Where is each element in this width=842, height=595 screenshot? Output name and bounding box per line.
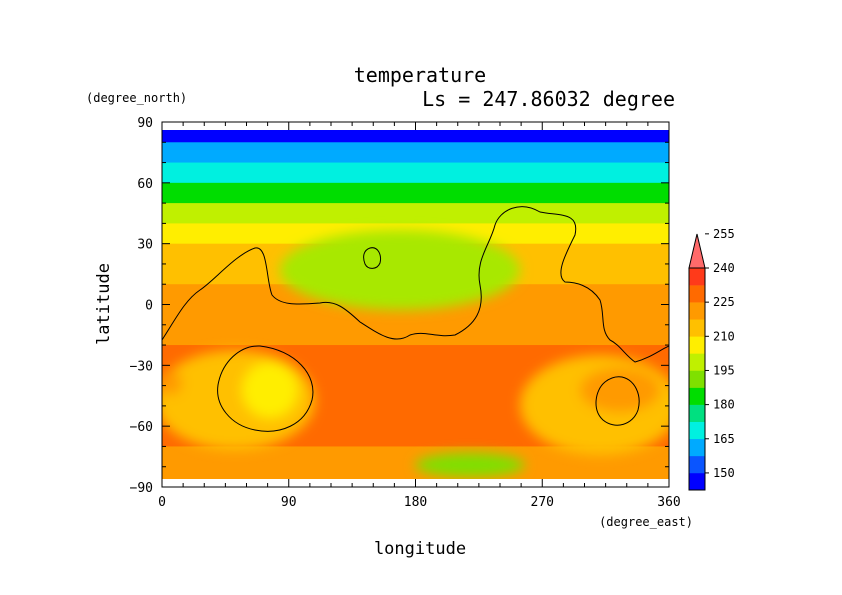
colorbar-tick-label: 240 — [713, 261, 735, 275]
colorbar-tick-label: 225 — [713, 295, 735, 309]
y-tick-label: 60 — [137, 177, 153, 192]
y-axis-ticks: 90 60 30 0 −30 −60 −90 — [130, 116, 669, 496]
colorbar-segment — [689, 319, 705, 337]
contour-loop-west — [217, 345, 314, 432]
y-tick-label: 0 — [145, 299, 153, 314]
warm-spot-east — [580, 368, 660, 412]
warm-spot-west — [162, 371, 182, 395]
colorbar-segment — [689, 336, 705, 354]
latitude-band — [162, 182, 669, 204]
latitude-band — [162, 304, 669, 326]
x-tick-label: 180 — [404, 495, 427, 510]
cool-band-south — [415, 453, 525, 477]
x-tick-label: 270 — [531, 495, 554, 510]
colorbar: 150 165 180 195 210 225 240 255 — [688, 227, 735, 491]
y-unit-label: (degree_north) — [86, 91, 187, 105]
x-tick-label: 90 — [281, 495, 297, 510]
chart-title: temperature — [354, 63, 486, 87]
colorbar-segment — [689, 370, 705, 388]
y-tick-label: −90 — [130, 481, 153, 496]
y-tick-label: −60 — [130, 420, 153, 435]
colorbar-tick-label: 210 — [713, 329, 735, 343]
colorbar-segment — [689, 285, 705, 303]
latitude-band — [162, 345, 669, 366]
colorbar-segment — [689, 302, 705, 320]
chart-subtitle: Ls = 247.86032 degree — [422, 87, 675, 111]
colorbar-segment — [689, 404, 705, 422]
colorbar-segment — [689, 438, 705, 457]
latitude-band — [162, 446, 669, 468]
x-unit-label: (degree_east) — [599, 515, 693, 529]
latitude-band — [162, 142, 669, 164]
y-tick-label: 30 — [137, 238, 153, 253]
x-axis-ticks: 0 90 180 270 360 — [158, 122, 681, 510]
colorbar-tick-label: 255 — [713, 227, 735, 241]
colorbar-segment — [689, 421, 705, 440]
x-tick-label: 0 — [158, 495, 166, 510]
colorbar-segment — [689, 387, 705, 405]
colorbar-tick-label: 150 — [713, 466, 735, 480]
x-tick-label: 360 — [657, 495, 680, 510]
regional-anomalies — [162, 230, 669, 477]
x-axis-title: longitude — [374, 539, 466, 559]
colorbar-frame — [688, 267, 706, 491]
y-tick-label: −30 — [130, 359, 153, 374]
colorbar-segment — [689, 455, 705, 474]
cool-spot-west — [242, 362, 298, 418]
latitude-band — [162, 203, 669, 224]
y-tick-label: 90 — [137, 116, 153, 131]
y-axis-title: latitude — [94, 263, 114, 345]
colorbar-tick-label: 165 — [713, 432, 735, 446]
colorbar-segment — [689, 268, 705, 286]
colorbar-segment — [689, 353, 705, 371]
colorbar-segment — [689, 472, 705, 491]
colorbar-overflow-triangle — [688, 233, 706, 269]
contour-loop-east — [595, 376, 640, 426]
contour-loop-small — [363, 247, 381, 269]
cool-region-north — [280, 230, 520, 310]
latitude-band — [162, 324, 669, 346]
contour-line-main — [162, 206, 669, 363]
latitude-band — [162, 466, 669, 479]
latitude-band — [162, 130, 669, 143]
colorbar-tick-label: 195 — [713, 363, 735, 377]
temperature-field — [162, 130, 669, 479]
latitude-band — [162, 162, 669, 184]
colorbar-tick-label: 180 — [713, 398, 735, 412]
